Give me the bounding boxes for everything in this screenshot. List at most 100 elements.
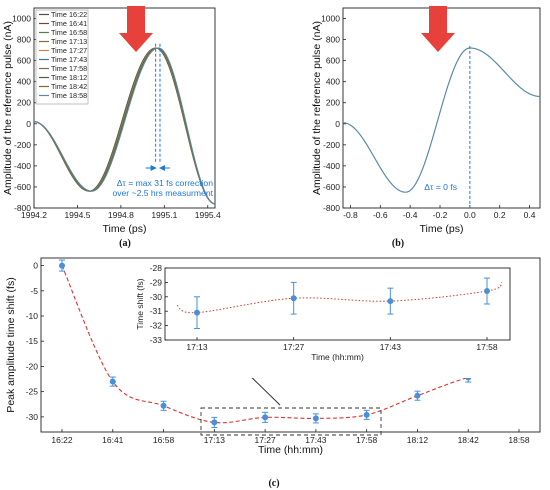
panel-a-legend-entry: Time 18:12 xyxy=(51,73,87,82)
panel-c-inset-x-axis-label: Time (hh:mm) xyxy=(311,352,364,362)
panel-b-ytick-label: -200 xyxy=(323,140,340,150)
panel-a-legend-entry: Time 17:13 xyxy=(51,37,87,46)
panel-c-data-point xyxy=(312,415,319,422)
panel-c-xtick-label: 18:42 xyxy=(458,435,480,445)
panel-c-ytick-label: -5 xyxy=(30,286,38,296)
panel-a-xtick-label: 1995.1 xyxy=(151,210,177,220)
panel-a-legend-entry: Time 16:22 xyxy=(51,10,87,19)
panel-b-annotation: Δτ = 0 fs xyxy=(424,182,457,192)
panel-b-xtick-label: -0.4 xyxy=(403,210,418,220)
panel-c-xtick-label: 16:22 xyxy=(51,435,73,445)
panel-a-legend-entry: Time 16:41 xyxy=(51,19,87,28)
panel-c-ytick-label: -30 xyxy=(26,412,39,422)
panel-a-legend-box xyxy=(35,9,89,105)
panel-a-legend-entry: Time 17:43 xyxy=(51,55,87,64)
panel-b-x-axis-label: Time (ps) xyxy=(420,223,464,235)
panel-c-xtick-label: 16:41 xyxy=(102,435,124,445)
panel-b-y-axis-label: Amplitude of the reference pulse (nA) xyxy=(311,21,323,195)
panel-b: -800 -600 -400 -200 0 200 400 600 800 1000 -0.8 -0.… xyxy=(311,6,541,235)
panel-c-ytick-label: -20 xyxy=(26,361,39,371)
panel-c-inset-xtick-label: 17:58 xyxy=(476,342,498,352)
panel-c-xtick-label: 16:58 xyxy=(153,435,175,445)
panel-b-ytick-label: -800 xyxy=(323,203,340,213)
panel-b-xtick-label: 0.2 xyxy=(494,210,506,220)
panel-c-ytick-label: -15 xyxy=(26,336,39,346)
panel-c-inset-ytick-label: -31 xyxy=(150,306,163,316)
panel-c-x-axis-label: Time (hh:mm) xyxy=(258,444,323,456)
panel-c-fit-curve xyxy=(61,265,520,424)
panel-a-x-axis-label: Time (ps) xyxy=(103,223,147,235)
panel-c-inset-ytick-label: -30 xyxy=(150,292,163,302)
panel-b-xtick-label: -0.2 xyxy=(433,210,448,220)
panel-a-caption: (a) xyxy=(119,238,131,249)
panel-c-data-point xyxy=(211,419,218,426)
panel-b-caption: (b) xyxy=(392,238,404,249)
panel-b-xtick-label: 0.4 xyxy=(524,210,536,220)
panel-a-xtick-label: 1994.2 xyxy=(21,210,47,220)
panel-c-data-point xyxy=(262,414,269,421)
panel-a-ytick-label: 800 xyxy=(17,35,31,45)
panel-c-xtick-label: 17:58 xyxy=(356,435,378,445)
panel-b-ytick-label: 600 xyxy=(326,56,340,66)
panel-c-inset-data-point xyxy=(484,288,490,295)
panel-c-inset-xtick-label: 17:13 xyxy=(186,342,208,352)
panel-a-ytick-label: -600 xyxy=(14,182,31,192)
panel-c-inset-data-point xyxy=(194,309,200,316)
panel-c-plot-frame xyxy=(40,257,541,433)
panel-c-xtick-label: 17:13 xyxy=(204,435,226,445)
panel-b-ytick-label: 400 xyxy=(326,77,340,87)
panel-c-inset-ytick-label: -29 xyxy=(150,277,163,287)
panel-a-xtick-label: 1994.5 xyxy=(64,210,90,220)
panel-c-xtick-label: 17:27 xyxy=(254,435,276,445)
panel-c-inset-ytick-label: -28 xyxy=(150,263,163,273)
panel-c-zoom-box xyxy=(200,407,382,436)
panel-a-ytick-label: 400 xyxy=(17,77,31,87)
panel-b-series-line xyxy=(342,47,541,193)
panel-a-ytick-label: -400 xyxy=(14,161,31,171)
panel-c-xtick-label: 17:43 xyxy=(305,435,327,445)
panel-a-ytick-label: 1000 xyxy=(12,14,31,24)
panel-c-data-point xyxy=(109,378,116,385)
panel-b-xtick-label: 0.0 xyxy=(464,210,476,220)
panel-a-ytick-label: 200 xyxy=(17,98,31,108)
panel-a-ytick-label: 0 xyxy=(26,119,31,129)
panel-a-annotation-line-2: over ~2.5 hrs measurment xyxy=(112,188,213,198)
panel-b-ytick-label: 200 xyxy=(326,98,340,108)
panel-a-xtick-label: 1994.8 xyxy=(108,210,134,220)
panel-a-legend-entry: Time 16:58 xyxy=(51,28,87,37)
panel-c-ytick-label: 0 xyxy=(33,261,38,271)
panel-c-data-point xyxy=(414,392,421,399)
panel-c-xtick-label: 18:58 xyxy=(508,435,530,445)
panel-b-ytick-label: 800 xyxy=(326,35,340,45)
panel-c-inset-y-axis-label: Time shift (fs) xyxy=(135,278,145,329)
panel-c-inset-xtick-label: 17:43 xyxy=(380,342,402,352)
panel-c-inset: -28 -29 -30 -31 -32 -33 17:13 17:27 17:43 17:58 Ti… xyxy=(130,263,530,378)
panel-c-inset-ytick-label: -32 xyxy=(150,321,163,331)
panel-a-xtick-label: 1995.4 xyxy=(195,210,221,220)
panel-c-ytick-label: -10 xyxy=(26,311,39,321)
panel-c-data-point xyxy=(160,402,167,409)
panel-a-ytick-label: 600 xyxy=(17,56,31,66)
panel-c-data-point xyxy=(363,411,370,418)
panel-c-inset-xtick-label: 17:27 xyxy=(283,342,305,352)
panel-b-ytick-label: -600 xyxy=(323,182,340,192)
panel-b-xtick-label: -0.6 xyxy=(373,210,388,220)
panel-a-legend-entry: Time 17:27 xyxy=(51,46,87,55)
panel-a-series-line xyxy=(33,47,216,205)
panel-b-xtick-label: -0.8 xyxy=(343,210,358,220)
panel-a-annotation-line-1: Δτ = max 31 fs correction xyxy=(117,178,214,188)
panel-a-ytick-label: -200 xyxy=(14,140,31,150)
panel-a-legend-entry: Time 17:58 xyxy=(51,64,87,73)
panel-c-inset-data-point xyxy=(387,298,394,305)
panel-c-data-point xyxy=(59,262,65,269)
panel-c-inset-fit-curve xyxy=(176,281,503,314)
panel-a-legend-entry: Time 18:58 xyxy=(51,91,87,100)
panel-b-ytick-label: 0 xyxy=(335,119,340,129)
panel-c-inset-data-point xyxy=(290,295,297,302)
panel-c-caption: (c) xyxy=(268,478,279,489)
panel-b-ytick-label: -400 xyxy=(323,161,340,171)
panel-b-red-arrow xyxy=(421,6,455,52)
panel-a-ytick-label: -800 xyxy=(14,203,31,213)
